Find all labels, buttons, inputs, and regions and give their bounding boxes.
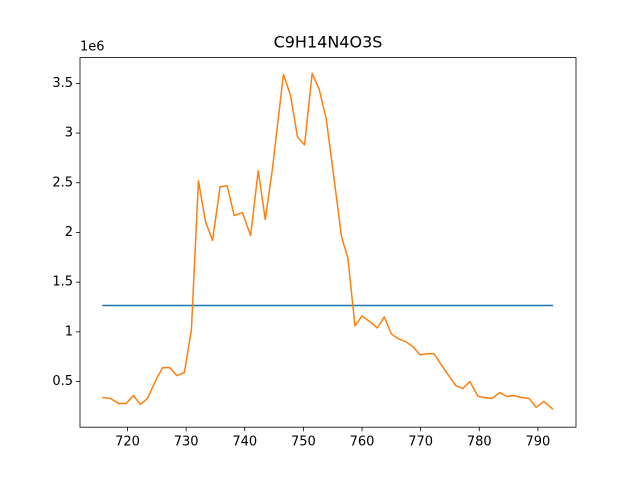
y-tick-label: 1.5	[52, 275, 73, 290]
y-tick-label: 3.5	[52, 76, 73, 91]
x-tick-label: 730	[174, 435, 199, 450]
y-tick-label: 2	[65, 225, 73, 240]
y-tick-label: 3	[65, 126, 73, 141]
x-tick-label: 720	[115, 435, 140, 450]
y-tick-label: 2.5	[52, 175, 73, 190]
x-tick-label: 740	[232, 435, 257, 450]
x-tick-label: 780	[467, 435, 492, 450]
y-tick-label: 1	[65, 324, 73, 339]
x-tick-label: 760	[350, 435, 375, 450]
chart-title: C9H14N4O3S	[274, 33, 383, 52]
y-offset-text: 1e6	[80, 40, 105, 55]
plot-frame	[79, 57, 577, 428]
y-tick-label: 0.5	[52, 374, 73, 389]
data-line	[102, 72, 554, 410]
x-tick-label: 750	[291, 435, 316, 450]
x-tick-label: 790	[525, 435, 550, 450]
x-tick-label: 770	[408, 435, 433, 450]
